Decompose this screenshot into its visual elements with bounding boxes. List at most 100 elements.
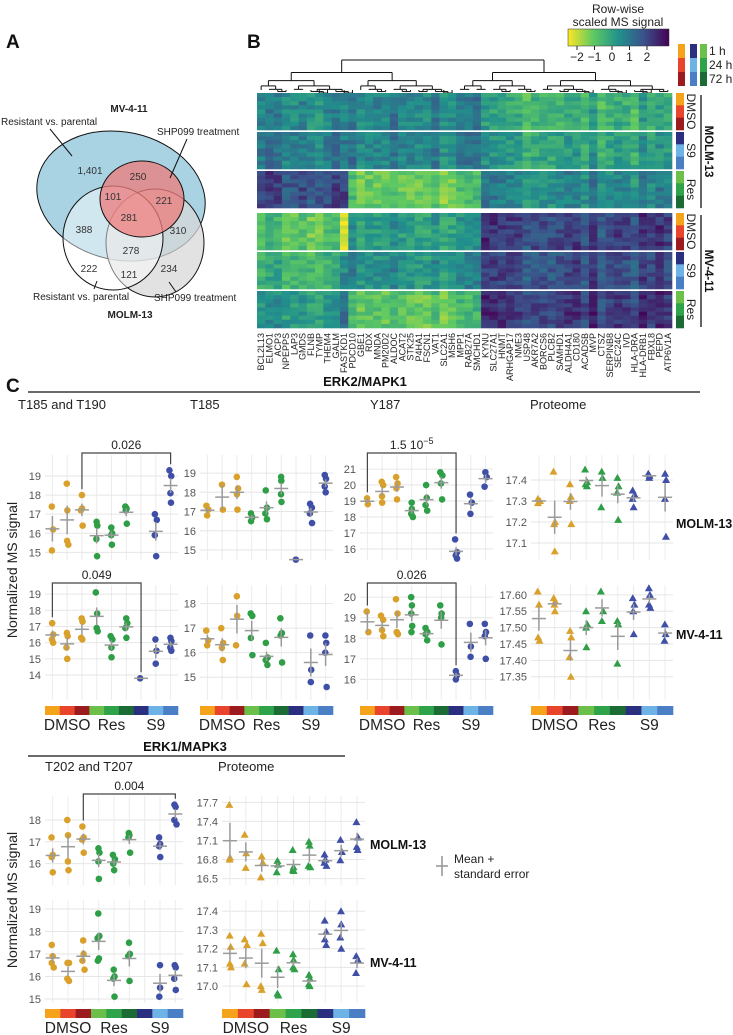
heatmap-cell — [547, 187, 557, 192]
heatmap-cell — [381, 295, 391, 300]
heatmap-cell — [514, 221, 523, 226]
heatmap-cell — [489, 125, 498, 131]
heatmap-cell — [331, 256, 341, 261]
heatmap-cell — [506, 175, 515, 180]
heatmap-cell — [273, 175, 283, 180]
heatmap-cell — [622, 117, 631, 123]
heatmap-cell — [522, 256, 532, 261]
heatmap-cell — [364, 125, 374, 131]
heatmap-cell — [315, 156, 324, 162]
heatmap-cell — [530, 237, 540, 243]
heatmap-cell — [356, 307, 366, 312]
data-point-triangle — [661, 469, 670, 477]
heatmap-cell — [464, 299, 474, 304]
heatmap-cell — [555, 315, 565, 321]
heatmap-cell — [622, 307, 631, 312]
heatmap-cell — [273, 323, 283, 329]
dot-plots: 15161718190.02615161718191617181920211.5… — [29, 436, 674, 1035]
heatmap-cell — [589, 272, 598, 277]
heatmap-cell — [647, 229, 656, 234]
data-point — [172, 986, 180, 994]
heatmap-cell — [364, 217, 374, 222]
heatmap-cell — [464, 105, 474, 110]
heatmap-cell — [580, 280, 590, 286]
heatmap-cell — [564, 97, 573, 102]
heatmap-cell — [547, 97, 557, 102]
heatmap-cell — [456, 291, 465, 296]
heatmap-cell — [431, 117, 440, 123]
heatmap-cell — [597, 93, 606, 98]
heatmap-cell — [414, 295, 424, 300]
heatmap-cell — [555, 260, 565, 265]
heatmap-cell — [323, 164, 332, 170]
heatmap-cell — [414, 319, 424, 325]
heatmap-cell — [290, 241, 299, 247]
heatmap-cell — [281, 187, 291, 192]
heatmap-cell — [373, 179, 382, 184]
heatmap-cell — [497, 237, 507, 243]
heatmap-cell — [464, 121, 474, 127]
heatmap-cell — [622, 148, 631, 153]
heatmap-cell — [663, 117, 673, 123]
heatmap-cell — [622, 221, 631, 226]
data-point — [380, 632, 387, 640]
heatmap-cell — [431, 156, 440, 162]
heatmap-cell — [555, 132, 565, 137]
heatmap-cell — [265, 307, 274, 312]
heatmap-cell — [273, 260, 283, 265]
group-label: Res — [588, 717, 616, 734]
heatmap-cell — [315, 191, 324, 196]
legend-text: Mean + — [454, 852, 494, 866]
heatmap-cell — [298, 183, 308, 188]
heatmap-cell — [348, 140, 357, 145]
heatmap-cell — [389, 191, 399, 196]
heatmap-cell — [555, 93, 565, 98]
heatmap-cell — [306, 187, 316, 192]
heatmap-cell — [663, 203, 673, 209]
heatmap-cell — [456, 152, 465, 157]
heatmap-cell — [663, 191, 673, 196]
heatmap-cell — [290, 315, 299, 321]
heatmap-cell — [580, 160, 590, 166]
heatmap-cell — [423, 237, 432, 243]
heatmap-cell — [613, 93, 623, 98]
heatmap-cell — [331, 280, 341, 286]
group-label: S9 — [461, 717, 480, 734]
heatmap-cell — [331, 213, 341, 218]
data-point — [94, 522, 101, 529]
heatmap-cell — [597, 136, 606, 141]
heatmap-cell — [423, 311, 432, 316]
heatmap-cell — [530, 260, 540, 265]
heatmap-cell — [622, 295, 631, 300]
heatmap-cell — [447, 213, 457, 218]
heatmap-cell — [464, 221, 474, 226]
heatmap-cell — [497, 183, 507, 188]
heatmap-cell — [555, 217, 565, 222]
heatmap-cell — [530, 199, 540, 205]
heatmap-cell — [281, 203, 291, 209]
heatmap-cell — [580, 311, 590, 316]
heatmap-cell — [613, 233, 623, 238]
heatmap-cell — [522, 101, 532, 106]
heatmap-cell — [423, 187, 432, 192]
heatmap-cell — [381, 171, 391, 176]
heatmap-cell — [414, 221, 424, 226]
heatmap-cell — [555, 276, 565, 282]
heatmap-cell — [472, 213, 482, 218]
heatmap-cell — [605, 225, 615, 230]
heatmap-cell — [655, 245, 664, 251]
heatmap-cell — [555, 156, 565, 162]
heatmap-cell — [331, 121, 341, 127]
heatmap-cell — [273, 132, 283, 137]
heatmap-cell — [381, 121, 391, 127]
heatmap-cell — [265, 260, 274, 265]
heatmap-cell — [605, 132, 615, 137]
heatmap-cell — [281, 117, 291, 123]
heatmap-cell — [497, 113, 507, 118]
heatmap-cell — [539, 191, 548, 196]
heatmap-cell — [613, 144, 623, 149]
heatmap-cell — [514, 171, 523, 176]
heatmap-cell — [489, 97, 498, 102]
heatmap-cell — [605, 264, 615, 269]
heatmap-cell — [530, 229, 540, 234]
